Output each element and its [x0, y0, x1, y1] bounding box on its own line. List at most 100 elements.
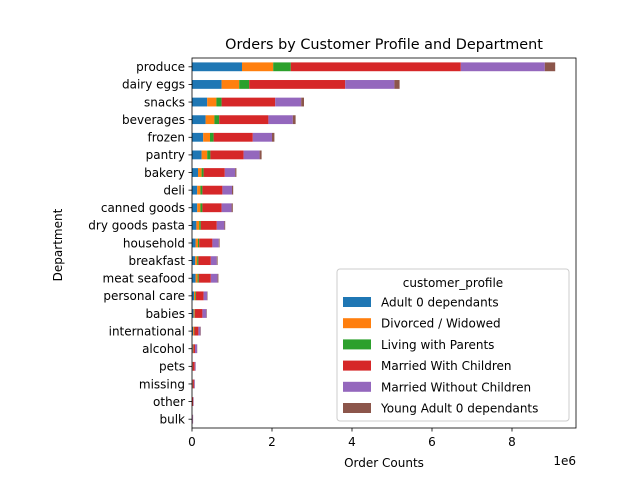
bar-snacks-series-0 [192, 97, 208, 107]
bar-beverages-series-1 [205, 115, 215, 125]
bar-produce-series-0 [192, 62, 242, 72]
bar-dry-goods-pasta-series-1 [196, 220, 200, 230]
y-tick-label: pantry [146, 148, 185, 162]
legend-label-3: Married With Children [381, 359, 512, 373]
legend: customer_profile Adult 0 dependants Divorc… [336, 268, 570, 422]
bar-missing-series-4 [193, 379, 195, 389]
axes: produce dairy eggs snacks beverages frozen pa… [88, 57, 577, 449]
y-tick-label: snacks [144, 95, 185, 109]
x-tick-label: 0 [188, 435, 196, 449]
legend-swatch-5 [343, 403, 371, 413]
bar-frozen-series-5 [272, 132, 275, 142]
chart-title: Orders by Customer Profile and Departmen… [225, 37, 543, 53]
bar-personal-care-series-3 [196, 291, 204, 301]
bar-dry-goods-pasta-series-5 [224, 220, 226, 230]
bar-household-series-2 [198, 238, 200, 248]
bar-babies-series-4 [202, 309, 207, 318]
bar-babies-series-1 [193, 309, 195, 318]
bar-bakery-series-4 [224, 168, 236, 177]
y-tick-label: pets [159, 360, 185, 374]
bar-international-series-4 [198, 326, 201, 336]
bar-frozen-series-1 [203, 132, 210, 142]
bar-canned-goods-series-4 [221, 203, 232, 213]
bar-personal-care-series-0 [192, 291, 194, 301]
bar-beverages-series-2 [214, 115, 220, 125]
y-tick-label: babies [145, 307, 185, 321]
bar-dry-goods-pasta-series-4 [216, 220, 225, 230]
y-tick-label: alcohol [142, 342, 185, 356]
bar-snacks-series-1 [207, 97, 217, 107]
bar-other-series-3 [192, 397, 194, 406]
bar-pantry-series-0 [192, 150, 202, 160]
legend-swatch-0 [343, 297, 371, 307]
y-tick-label: other [153, 395, 185, 409]
bar-frozen-series-3 [213, 132, 253, 142]
bar-frozen-series-0 [192, 132, 204, 142]
x-tick-label: 2 [268, 435, 276, 449]
bar-dairy-eggs-series-4 [345, 80, 395, 89]
bar-household-series-5 [218, 238, 220, 248]
bar-breakfast-series-1 [195, 256, 198, 266]
bar-produce-series-3 [290, 62, 461, 72]
bar-bakery-series-1 [198, 168, 202, 177]
bar-canned-goods-series-3 [202, 203, 222, 213]
legend-box [336, 268, 570, 422]
legend-label-2: Living with Parents [381, 338, 494, 352]
bar-meat-seafood-series-4 [210, 273, 218, 283]
bar-breakfast-series-3 [198, 256, 211, 266]
bar-pantry-series-5 [259, 150, 262, 160]
y-tick-label: deli [163, 183, 185, 197]
y-tick-label: bulk [159, 412, 185, 426]
bar-beverages-series-4 [268, 115, 293, 125]
bar-pets-series-3 [192, 361, 195, 371]
y-tick-label: dairy eggs [122, 78, 185, 92]
bar-babies-series-3 [194, 309, 203, 318]
bar-international-series-3 [194, 326, 199, 336]
y-tick-label: canned goods [101, 201, 185, 215]
bar-snacks-series-2 [216, 97, 222, 107]
bar-babies-series-0 [192, 309, 194, 318]
bar-breakfast-series-5 [216, 256, 218, 266]
bar-meat-seafood-series-0 [192, 273, 196, 283]
y-tick-label: household [123, 236, 185, 250]
y-tick-label: international [109, 324, 185, 338]
bar-pantry-series-3 [210, 150, 244, 160]
bar-canned-goods-series-2 [200, 203, 203, 213]
bar-beverages-series-3 [219, 115, 269, 125]
legend-label-5: Young Adult 0 dependants [380, 402, 538, 416]
y-axis-label: Department [51, 208, 65, 281]
bar-household-series-0 [192, 238, 196, 248]
bar-frozen-series-4 [252, 132, 272, 142]
bar-canned-goods-series-0 [192, 203, 198, 213]
bar-dairy-eggs-series-3 [249, 80, 346, 89]
y-tick-label: bakery [144, 166, 185, 180]
bar-deli-series-2 [200, 185, 203, 195]
bar-snacks-series-3 [221, 97, 276, 107]
bar-canned-goods-series-1 [197, 203, 201, 213]
bar-canned-goods-series-5 [231, 203, 233, 213]
legend-swatch-2 [343, 339, 371, 350]
legend-label-0: Adult 0 dependants [381, 296, 499, 310]
bar-snacks-series-5 [301, 97, 304, 107]
bar-meat-seafood-series-5 [217, 273, 219, 283]
bar-meat-seafood-series-3 [198, 273, 211, 283]
bar-household-series-1 [195, 238, 198, 248]
bar-personal-care-series-1 [194, 291, 196, 301]
x-tick-label: 4 [348, 435, 356, 449]
bar-produce-series-2 [273, 62, 291, 72]
bar-deli-series-4 [222, 185, 232, 195]
y-tick-label: frozen [147, 131, 185, 145]
bar-personal-care-series-4 [203, 291, 208, 301]
y-tick-label: personal care [103, 289, 185, 303]
y-tick-label: breakfast [128, 254, 185, 268]
bar-dairy-eggs-series-0 [192, 80, 222, 89]
legend-label-1: Divorced / Widowed [381, 317, 501, 331]
bar-international-series-1 [193, 326, 194, 336]
x-tick-label: 6 [428, 435, 436, 449]
bar-breakfast-series-4 [210, 256, 217, 266]
y-tick-label: produce [136, 60, 185, 74]
y-tick-label: missing [139, 377, 185, 391]
bar-deli-series-3 [202, 185, 223, 195]
x-axis-label: Order Counts [344, 456, 424, 470]
